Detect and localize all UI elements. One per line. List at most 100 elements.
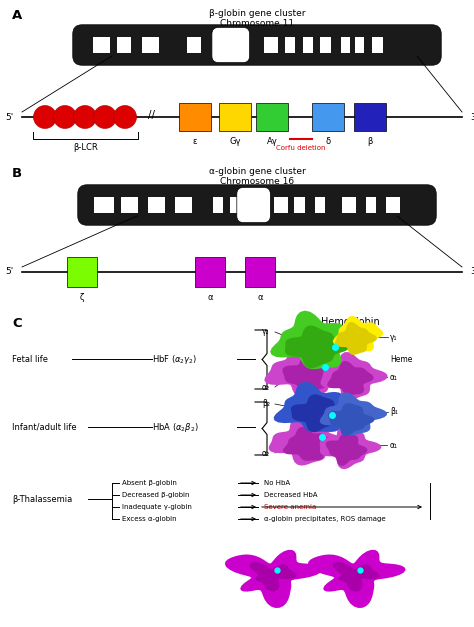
Text: α: α — [257, 293, 263, 302]
Text: A: A — [12, 9, 22, 22]
Polygon shape — [273, 382, 357, 432]
Text: Infant/adult life: Infant/adult life — [12, 423, 77, 431]
Polygon shape — [250, 562, 297, 592]
Circle shape — [93, 105, 117, 129]
Bar — [121, 197, 138, 213]
Text: C: C — [12, 317, 22, 330]
Polygon shape — [308, 550, 406, 608]
Bar — [94, 197, 114, 213]
Bar — [315, 197, 325, 213]
Polygon shape — [327, 361, 374, 395]
Polygon shape — [291, 394, 349, 432]
Text: β-Thalassemia: β-Thalassemia — [12, 495, 72, 503]
Text: α₁: α₁ — [390, 372, 398, 381]
Polygon shape — [270, 310, 361, 369]
Text: α₂: α₂ — [262, 448, 270, 458]
Bar — [92, 36, 110, 53]
Polygon shape — [328, 403, 374, 436]
Text: Absent β-globin: Absent β-globin — [122, 480, 177, 486]
Text: Heme: Heme — [390, 354, 412, 364]
Polygon shape — [285, 325, 350, 368]
FancyBboxPatch shape — [212, 28, 250, 63]
Text: ε: ε — [193, 137, 197, 146]
Bar — [312, 103, 344, 131]
Text: α₂: α₂ — [262, 382, 270, 391]
Circle shape — [73, 105, 97, 129]
Bar — [195, 257, 225, 287]
Bar — [355, 36, 364, 53]
Bar — [264, 36, 278, 53]
Text: ζ: ζ — [80, 293, 84, 302]
Text: δ: δ — [326, 137, 330, 146]
Text: Decreased β-globin: Decreased β-globin — [122, 492, 190, 498]
Polygon shape — [320, 352, 388, 401]
Polygon shape — [333, 316, 383, 352]
Bar — [342, 197, 356, 213]
Text: β-globin gene cluster
Chromosome 11: β-globin gene cluster Chromosome 11 — [209, 9, 305, 28]
Polygon shape — [283, 427, 334, 461]
Text: Corfu deletion: Corfu deletion — [276, 145, 326, 151]
Text: B: B — [12, 167, 22, 180]
Bar — [320, 36, 330, 53]
Bar — [187, 36, 201, 53]
Bar — [302, 36, 313, 53]
Polygon shape — [269, 417, 346, 466]
Text: β-LCR: β-LCR — [73, 143, 98, 152]
Polygon shape — [319, 393, 387, 436]
Text: β₂: β₂ — [262, 399, 270, 409]
Text: HbA ($\alpha_2\beta_2$): HbA ($\alpha_2\beta_2$) — [152, 421, 199, 433]
Text: 5': 5' — [6, 112, 14, 122]
Text: Excess α-globin: Excess α-globin — [122, 516, 177, 522]
Polygon shape — [326, 434, 367, 466]
Polygon shape — [319, 425, 382, 469]
Bar — [142, 36, 159, 53]
Circle shape — [54, 105, 76, 129]
Text: α-globin precipitates, ROS damage: α-globin precipitates, ROS damage — [264, 516, 386, 522]
Circle shape — [113, 105, 137, 129]
Text: γ₂: γ₂ — [262, 327, 270, 337]
Polygon shape — [335, 322, 377, 355]
Bar — [148, 197, 165, 213]
Text: Fetal life: Fetal life — [12, 354, 48, 364]
Text: No HbA: No HbA — [264, 480, 290, 486]
Bar — [294, 197, 305, 213]
Text: //: // — [148, 110, 155, 120]
Bar — [245, 257, 275, 287]
Bar — [230, 197, 244, 213]
Bar — [373, 36, 383, 53]
Text: 3': 3' — [470, 112, 474, 122]
Text: Decreased HbA: Decreased HbA — [264, 492, 318, 498]
Bar — [213, 197, 223, 213]
Text: 3': 3' — [470, 268, 474, 277]
Text: β₁: β₁ — [390, 408, 398, 416]
Polygon shape — [264, 344, 348, 397]
FancyBboxPatch shape — [73, 24, 441, 65]
FancyBboxPatch shape — [78, 185, 436, 225]
Bar — [117, 36, 131, 53]
Bar — [179, 103, 211, 131]
Bar — [256, 103, 288, 131]
Text: α-globin gene cluster
Chromosome 16: α-globin gene cluster Chromosome 16 — [209, 167, 305, 186]
Bar — [386, 197, 400, 213]
Text: γ₁: γ₁ — [390, 332, 398, 342]
Text: α: α — [207, 293, 213, 302]
Bar — [354, 103, 386, 131]
Bar — [67, 257, 97, 287]
Bar — [341, 36, 350, 53]
Text: Inadequate γ-globin: Inadequate γ-globin — [122, 504, 192, 510]
Polygon shape — [283, 356, 341, 396]
Polygon shape — [333, 562, 380, 592]
Bar — [366, 197, 376, 213]
Text: HbF ($\alpha_2\gamma_2$): HbF ($\alpha_2\gamma_2$) — [152, 352, 197, 366]
Bar — [219, 103, 251, 131]
Bar — [274, 197, 288, 213]
Text: α₁: α₁ — [390, 441, 398, 450]
Text: Severe anemia: Severe anemia — [264, 504, 316, 510]
Text: β: β — [367, 137, 373, 146]
Circle shape — [34, 105, 56, 129]
Text: Hemoglobin: Hemoglobin — [320, 317, 379, 327]
FancyBboxPatch shape — [237, 187, 270, 223]
Text: Gγ: Gγ — [229, 137, 241, 146]
Bar — [211, 36, 222, 53]
Text: Aγ: Aγ — [266, 137, 277, 146]
